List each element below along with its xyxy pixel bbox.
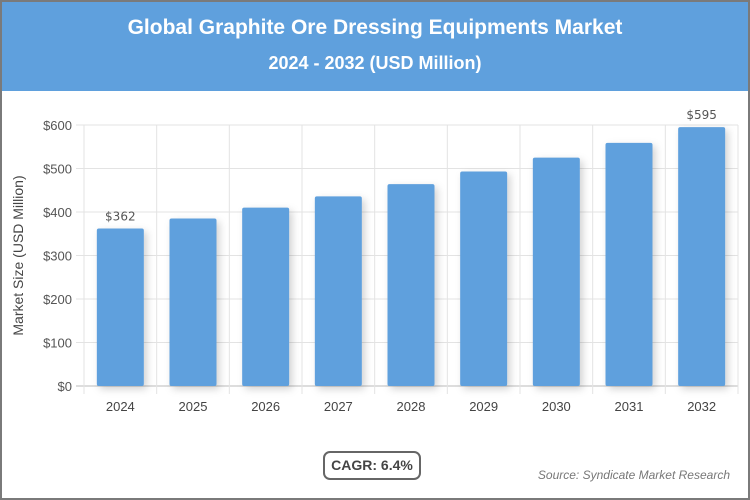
bar-2027 [314,196,362,386]
x-tick-label: 2025 [179,399,208,414]
cagr-badge: CAGR: 6.4% [323,451,421,480]
bar-2026 [242,207,290,386]
x-tick-label: 2028 [397,399,426,414]
x-tick-label: 2030 [542,399,571,414]
bar-2028 [387,184,435,386]
y-tick-label: $200 [43,292,72,307]
bar-2025 [169,218,217,386]
chart-title: Global Graphite Ore Dressing Equipments … [127,16,623,39]
bar-2029 [460,171,508,386]
bar-2024 [96,228,144,386]
x-tick-label: 2029 [469,399,498,414]
y-tick-label: $300 [43,249,72,264]
y-tick-label: $600 [43,118,72,133]
y-tick-label: $500 [43,162,72,177]
bar-2032 [678,127,726,387]
bar-2030 [532,157,580,386]
x-tick-label: 2027 [324,399,353,414]
x-tick-label: 2026 [251,399,280,414]
y-axis-title: Market Size (USD Million) [10,175,26,335]
data-label: $362 [105,210,136,224]
y-tick-label: $0 [58,379,72,394]
chart-header: Global Graphite Ore Dressing Equipments … [2,2,748,91]
x-tick-label: 2032 [687,399,716,414]
y-tick-label: $400 [43,205,72,220]
x-tick-label: 2031 [615,399,644,414]
data-label: $595 [686,108,717,122]
x-tick-label: 2024 [106,399,135,414]
source-note: Source: Syndicate Market Research [537,468,730,482]
bar-2031 [605,142,653,386]
chart-subtitle: 2024 - 2032 (USD Million) [268,53,482,73]
y-tick-label: $100 [43,336,72,351]
